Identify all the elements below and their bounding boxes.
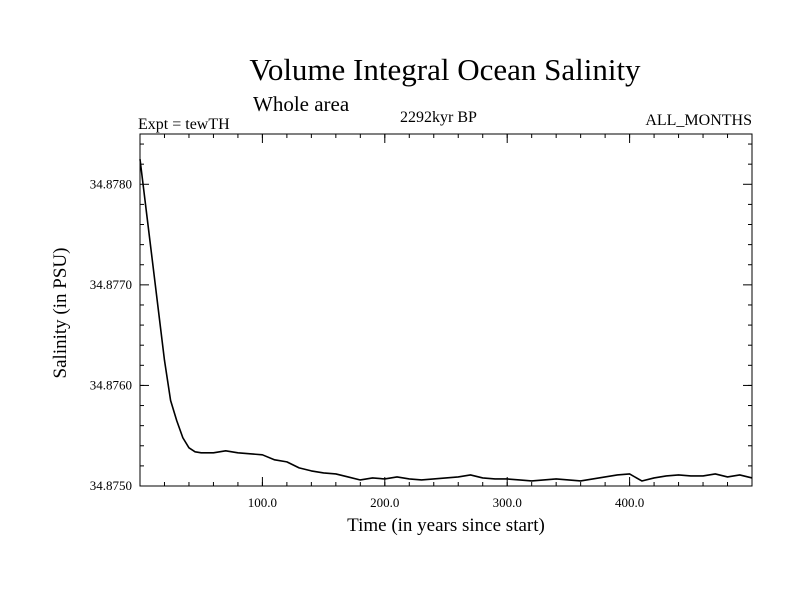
axis-tick-labels: 100.0 200.0 300.0 400.0 34.8750 34.8760 34.877… [90, 176, 644, 510]
x-tick-label: 100.0 [248, 495, 277, 510]
plot-frame [139, 133, 753, 487]
y-tick-label: 34.8750 [90, 478, 132, 493]
y-tick-label: 34.8770 [90, 277, 132, 292]
x-tick-label: 300.0 [493, 495, 522, 510]
salinity-series-line [139, 159, 753, 482]
y-tick-label: 34.8760 [90, 377, 132, 392]
axis-ticks [140, 134, 752, 487]
x-tick-label: 400.0 [615, 495, 644, 510]
chart-title: Volume Integral Ocean Salinity [249, 52, 641, 87]
chart-subtitle: Whole area [253, 92, 350, 116]
period-label: 2292kyr BP [400, 109, 477, 126]
experiment-label: Expt = tewTH [138, 116, 230, 133]
months-label: ALL_MONTHS [645, 112, 752, 129]
x-axis-label: Time (in years since start) [347, 515, 545, 536]
y-tick-label: 34.8780 [90, 176, 132, 191]
x-tick-label: 200.0 [370, 495, 399, 510]
